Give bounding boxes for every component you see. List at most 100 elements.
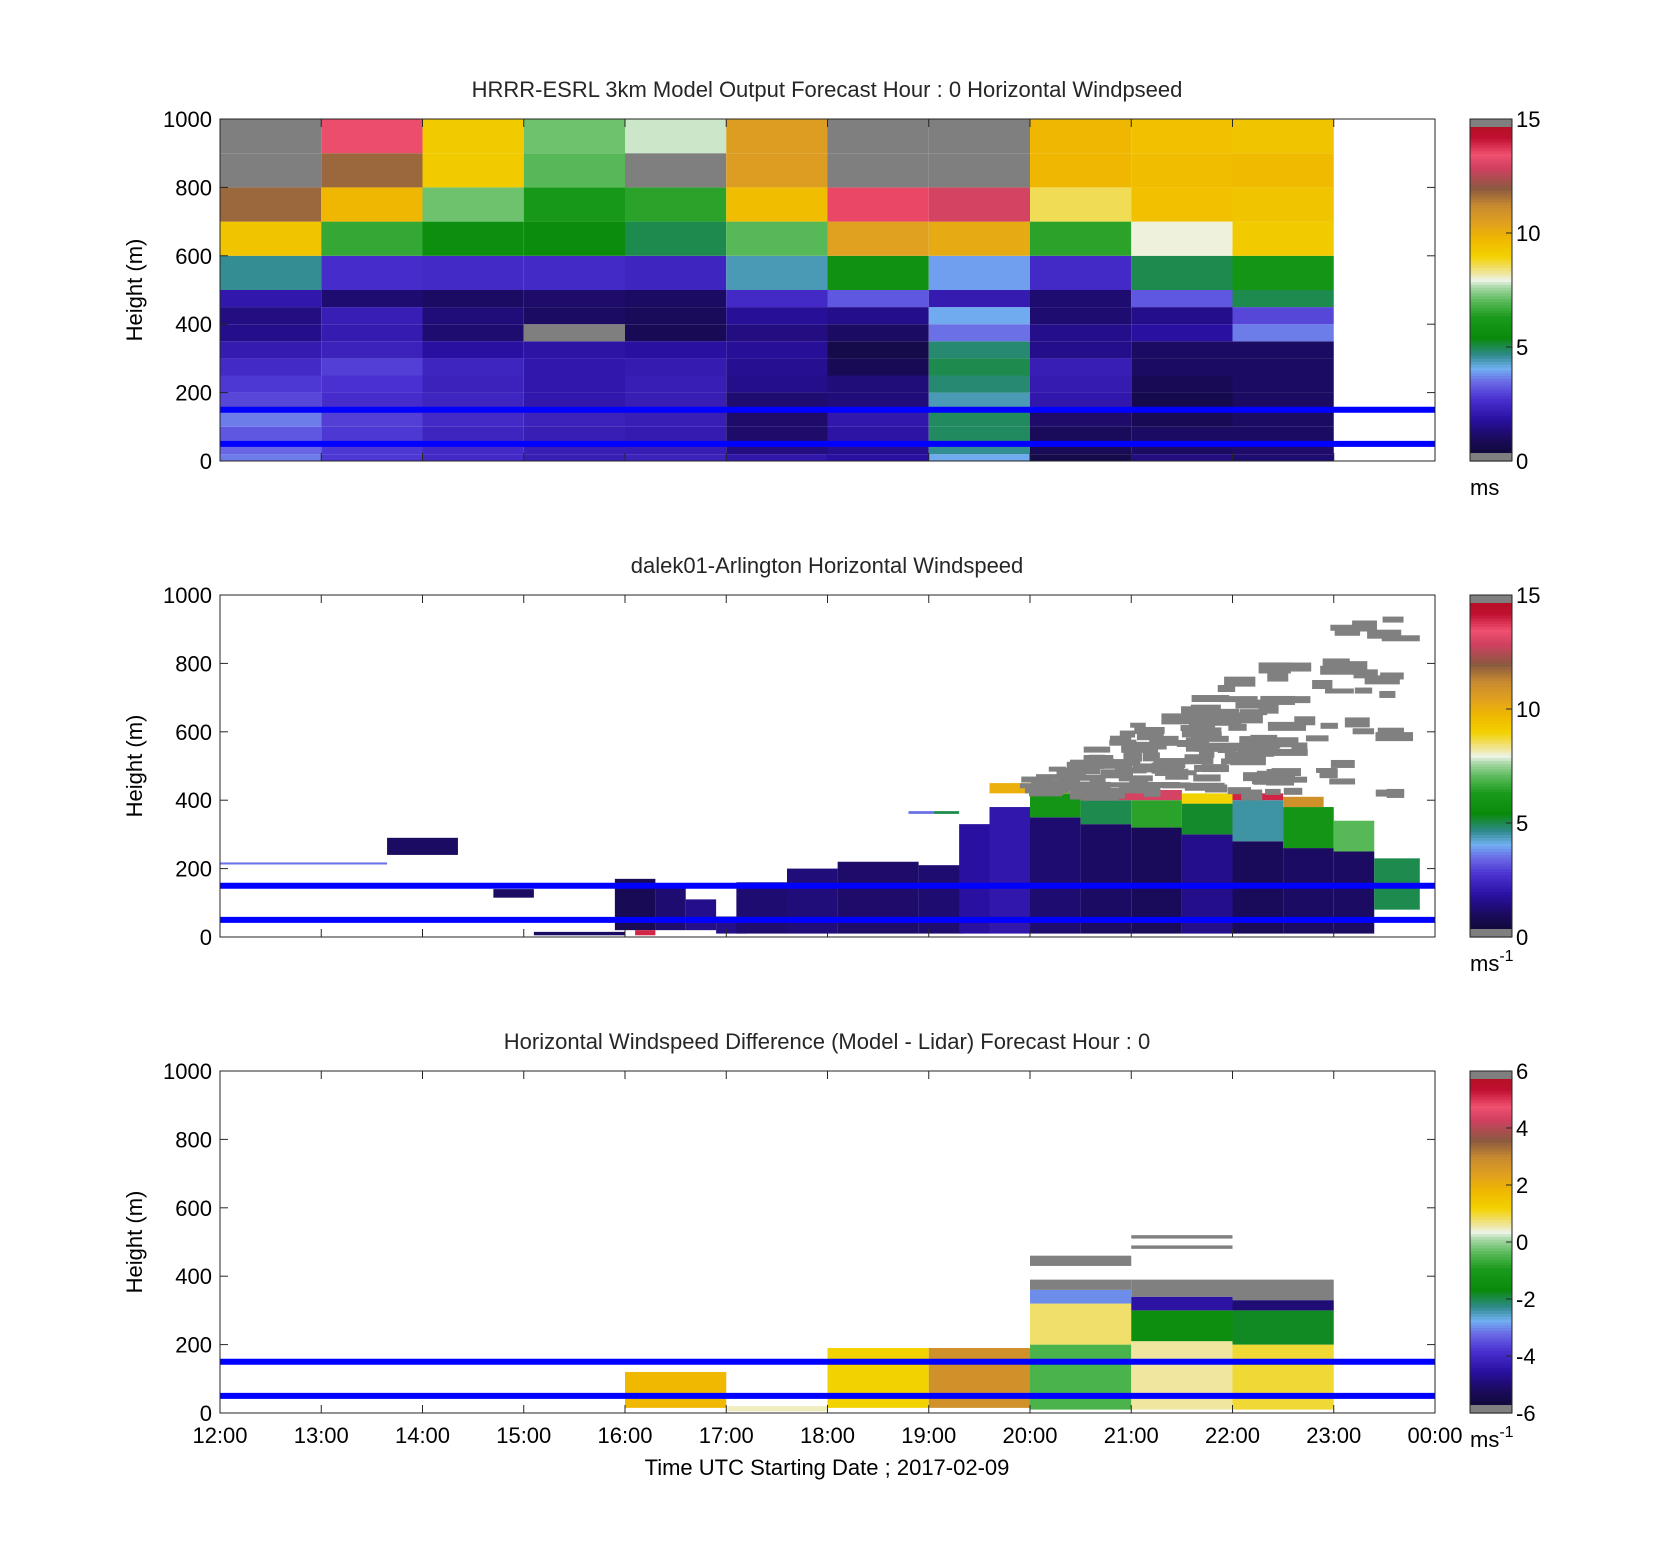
colorbar-segment [1470,603,1512,607]
difference-flag [1030,1255,1132,1266]
colorbar-tick-label: -2 [1516,1287,1536,1312]
colorbar-segment [1470,443,1512,448]
lidar-flag [1209,708,1240,719]
colorbar-segment [1470,720,1512,724]
difference-flag [1232,1279,1334,1301]
colorbar-segment [1470,700,1512,704]
colorbar-segment [1470,1185,1512,1189]
model-cell [827,454,929,461]
lidar-flag [1181,727,1222,738]
colorbar-segment [1470,771,1512,776]
colorbar-segment [1470,138,1512,143]
model-cell [928,454,1030,461]
colorbar-segment [1470,287,1512,291]
y-tick-label: 0 [200,1401,212,1426]
colorbar-segment [1470,899,1512,904]
colorbar-segment [1470,224,1512,228]
model-cell [827,153,929,188]
colorbar-segment [1470,1105,1512,1109]
colorbar-segment [1470,198,1512,203]
colorbar-segment [1470,848,1512,853]
lidar-flag [1265,788,1281,795]
colorbar-segment [1470,369,1512,374]
difference-cell [1232,1300,1334,1311]
colorbar-segment [1470,1364,1512,1368]
lidar-flag [1134,726,1165,734]
colorbar-segment [1470,1233,1512,1237]
colorbar-tick-label: 10 [1516,697,1540,722]
panel-difference: Horizontal Windspeed Difference (Model -… [122,1029,1536,1480]
lidar-flag [1283,787,1303,795]
panel-1-reference-lines [220,406,1435,447]
lidar-flag [1352,728,1375,735]
lidar-cell [387,837,458,855]
colorbar-segment [1470,1333,1512,1337]
model-cell [1131,358,1233,376]
colorbar-segment [1470,785,1512,790]
colorbar-segment [1470,614,1512,619]
lidar-cell [220,862,388,865]
lidar-flag [1258,703,1279,714]
model-cell [523,153,625,188]
colorbar-segment [1470,267,1512,271]
model-cell [220,375,322,393]
lidar-flag [1082,781,1111,789]
colorbar-segment [1470,754,1512,759]
colorbar-segment [1470,814,1512,818]
lidar-flag [1330,624,1365,631]
model-cell [1131,119,1233,154]
colorbar-segment [1470,193,1512,197]
colorbar-segment [1470,643,1512,647]
lidar-flag [1377,727,1404,736]
colorbar-segment [1470,309,1512,314]
colorbar-segment [1470,1264,1512,1269]
colorbar-segment [1470,449,1512,454]
colorbar-segment [1470,1361,1512,1366]
colorbar-segment [1470,780,1512,784]
lidar-flag [1227,787,1252,795]
lidar-flag [1030,780,1064,790]
model-cell [1030,221,1132,256]
colorbar-segment [1470,1190,1512,1195]
model-cell [1232,307,1334,325]
model-cell [1030,392,1132,410]
lidar-flag [1237,748,1275,757]
lidar-flag [1241,789,1263,801]
lidar-cell [959,824,990,934]
colorbar-tick-label: 2 [1516,1173,1528,1198]
y-tick-label: 800 [175,1127,212,1152]
colorbar-segment [1470,734,1512,739]
lidar-flag [1070,763,1101,775]
colorbar-frame [1469,594,1513,938]
colorbar-segment [1470,355,1512,359]
difference-cell [625,1371,727,1408]
colorbar-segment [1470,349,1512,354]
colorbar-tick-label: 0 [1516,925,1528,950]
colorbar-segment [1470,1133,1512,1138]
colorbar-tick-label: 6 [1516,1059,1528,1084]
model-cell [220,153,322,188]
model-cell [523,119,625,154]
colorbar-segment [1470,218,1512,223]
model-cell [928,426,1030,444]
colorbar-segment [1470,421,1512,425]
model-cell [321,454,423,461]
colorbar-segment [1470,358,1512,362]
colorbar-unit-superscript: -1 [1499,1424,1513,1441]
lidar-flag [1273,776,1308,783]
colorbar-segment [1470,1395,1512,1400]
colorbar-segment [1470,361,1512,365]
lidar-flag [1119,786,1155,794]
model-cell [928,290,1030,308]
model-cell [1232,358,1334,376]
colorbar-segment [1470,851,1512,855]
model-cell [523,221,625,256]
lidar-flag [1221,696,1258,703]
colorbar-segment [1470,290,1512,294]
colorbar-segment [1470,178,1512,183]
panel-1-colorbar: 0 5 10 15 ms [1469,107,1540,500]
model-cell [220,454,322,461]
lidar-cell [1131,800,1182,828]
colorbar-segment [1470,1261,1512,1266]
colorbar-segment [1470,378,1512,382]
